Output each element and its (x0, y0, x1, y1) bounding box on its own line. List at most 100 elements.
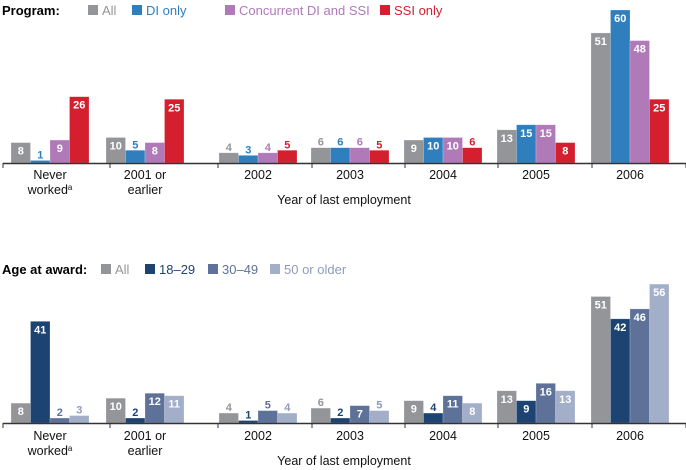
legend-swatch (208, 264, 218, 274)
bar (125, 149, 146, 164)
data-label: 2 (337, 407, 343, 419)
bar (629, 40, 650, 164)
data-label: 5 (265, 400, 271, 412)
data-label: 5 (132, 139, 138, 151)
bar (369, 410, 390, 424)
footnote-superscript: a (68, 183, 73, 192)
bar (69, 415, 90, 424)
bar (257, 410, 278, 424)
x-tick-label: 2006 (616, 429, 644, 443)
x-tick-label: 2003 (336, 429, 364, 443)
data-label: 16 (540, 386, 552, 398)
footnote-superscript: a (68, 444, 73, 453)
data-label: 60 (614, 13, 626, 25)
bar (277, 149, 298, 164)
data-label: 7 (357, 409, 363, 421)
legend-label: All (115, 262, 130, 277)
data-label: 46 (634, 312, 646, 324)
bar (277, 412, 298, 424)
legend-label: DI only (146, 3, 187, 18)
data-label: 9 (523, 404, 529, 416)
data-label: 8 (562, 146, 568, 158)
data-label: 10 (110, 401, 122, 413)
data-label: 5 (376, 400, 382, 412)
x-tick-label: Never (33, 429, 66, 443)
bar (610, 9, 631, 164)
data-label: 6 (318, 397, 324, 409)
data-label: 4 (430, 402, 437, 414)
data-label: 11 (447, 399, 459, 411)
data-label: 9 (411, 404, 417, 416)
legend-swatch (380, 5, 390, 15)
x-axis-title: Year of last employment (277, 454, 411, 468)
data-label: 6 (337, 137, 343, 149)
data-label: 25 (653, 102, 665, 114)
legend-label: 30–49 (222, 262, 258, 277)
bar (590, 32, 611, 164)
legend-label: Concurrent DI and SSI (239, 3, 370, 18)
legend-title: Age at award: (2, 262, 87, 277)
x-tick-label: 2006 (616, 168, 644, 182)
x-tick-label: 2004 (429, 429, 457, 443)
data-label: 8 (18, 146, 24, 158)
bar (218, 152, 239, 164)
data-label: 4 (226, 402, 233, 414)
x-tick-label: 2005 (522, 168, 550, 182)
x-tick-label: 2005 (522, 429, 550, 443)
legend-swatch (225, 5, 235, 15)
bar (349, 147, 370, 164)
data-label: 8 (18, 406, 24, 418)
data-label: 2 (132, 407, 138, 419)
data-label: 10 (110, 141, 122, 153)
bar (310, 147, 331, 164)
data-label: 25 (168, 102, 180, 114)
legend-swatch (270, 264, 280, 274)
data-label: 42 (614, 322, 626, 334)
legend-title: Program: (2, 3, 60, 18)
data-label: 10 (427, 141, 439, 153)
data-label: 12 (149, 396, 161, 408)
data-label: 8 (469, 406, 475, 418)
data-label: 1 (245, 410, 251, 422)
legend-label: SSI only (394, 3, 443, 18)
data-label: 6 (318, 137, 324, 149)
bar (629, 308, 650, 424)
data-label: 10 (447, 141, 459, 153)
x-tick-label: 2003 (336, 168, 364, 182)
data-label: 9 (57, 143, 63, 155)
data-label: 6 (469, 137, 475, 149)
x-tick-label: 2001 or (124, 429, 166, 443)
chart-1: Program: All DI only Concurrent DI and SSI S… (2, 3, 686, 207)
data-label: 13 (501, 133, 513, 145)
data-label: 9 (411, 143, 417, 155)
bar (610, 318, 631, 424)
data-label: 56 (653, 287, 665, 299)
data-label: 5 (376, 139, 382, 151)
data-label: 5 (284, 139, 290, 151)
data-label: 6 (357, 137, 363, 149)
bar (257, 152, 278, 164)
x-tick-label: 2004 (429, 168, 457, 182)
bar (218, 412, 239, 424)
data-label: 1 (37, 149, 43, 161)
data-label: 15 (540, 128, 552, 140)
data-label: 13 (501, 394, 513, 406)
x-tick-label: workeda (27, 183, 73, 198)
bar (238, 155, 259, 164)
legend-label: All (102, 3, 117, 18)
chart-2: Age at award: All 18–29 30–49 50 or older841… (2, 262, 686, 468)
data-label: 15 (520, 128, 532, 140)
x-tick-label: 2002 (244, 168, 272, 182)
bar (310, 407, 331, 424)
data-label: 3 (76, 405, 82, 417)
data-label: 4 (284, 402, 291, 414)
data-label: 26 (73, 100, 85, 112)
x-tick-label: 2002 (244, 429, 272, 443)
x-axis-title: Year of last employment (277, 193, 411, 207)
legend-swatch (101, 264, 111, 274)
data-label: 2 (57, 407, 63, 419)
data-label: 4 (226, 142, 233, 154)
legend-swatch (88, 5, 98, 15)
data-label: 4 (265, 142, 272, 154)
